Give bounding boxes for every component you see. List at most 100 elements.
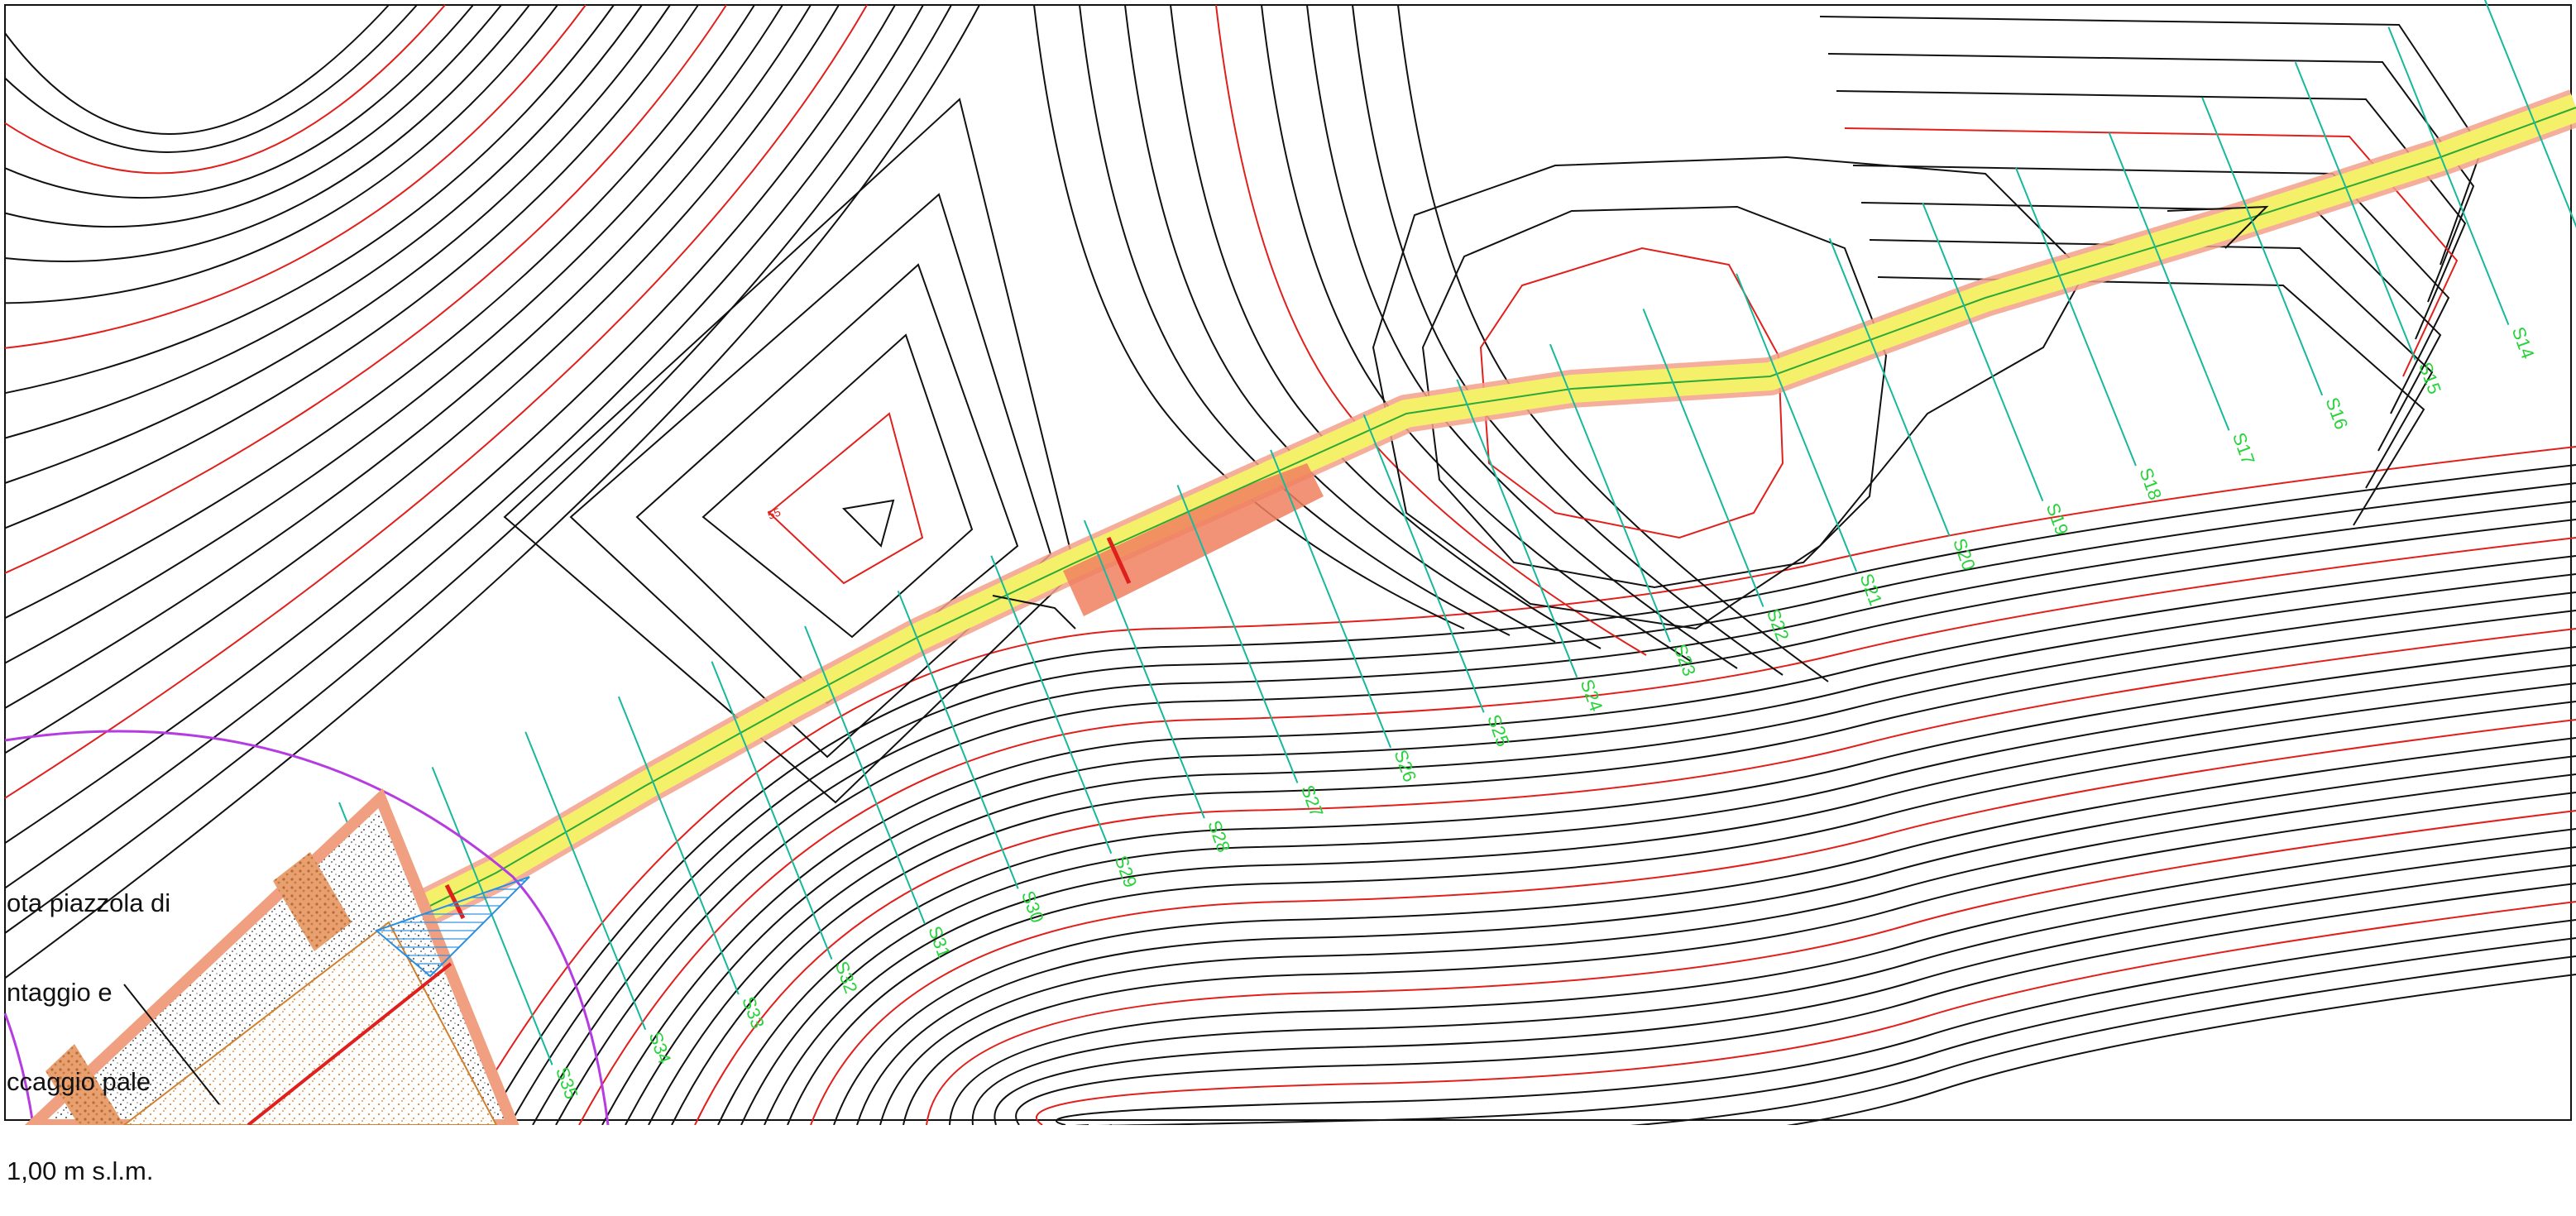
summit-label: 55 <box>766 505 783 521</box>
contour-line <box>949 828 2576 1125</box>
contour-line <box>648 591 2576 1125</box>
contour-line <box>4 4 783 664</box>
contour-line <box>1261 4 1693 663</box>
contour-line <box>4 4 390 135</box>
contour-line <box>4 4 980 979</box>
section-label: S20 <box>1949 535 1980 572</box>
contour-line <box>578 537 2576 1125</box>
contour-line <box>833 737 2576 1125</box>
section-line <box>1083 519 1205 819</box>
contour-line <box>4 4 643 439</box>
contour-line <box>1170 4 1602 649</box>
section-line <box>1736 273 1858 572</box>
section-line <box>1270 449 1392 749</box>
contour-line <box>1108 955 2576 1125</box>
contour-line <box>4 4 840 754</box>
contour-line <box>1352 4 1784 676</box>
contour-line <box>1132 974 2576 1125</box>
contour-line <box>1860 202 2442 452</box>
contour-line <box>926 810 2576 1125</box>
note-line-2: ntaggio e <box>7 978 113 1007</box>
section-label: S27 <box>1297 783 1328 820</box>
contour-line <box>856 755 2576 1125</box>
note-line-3: ccaggio pale <box>7 1067 151 1096</box>
section-line <box>2294 61 2416 361</box>
section-label: S34 <box>645 1029 676 1066</box>
section-label: S26 <box>1390 747 1420 784</box>
section-label: S14 <box>2508 324 2539 361</box>
section-line <box>431 767 553 1065</box>
section-label: S21 <box>1855 571 1886 608</box>
section-label: S35 <box>552 1065 582 1102</box>
contour-line <box>879 773 2576 1125</box>
section-label: S16 <box>2321 395 2352 432</box>
contour-line <box>971 846 2576 1125</box>
contour-line <box>717 646 2576 1125</box>
contour-line <box>4 4 755 620</box>
section-line <box>1642 309 1764 607</box>
section-line <box>2201 97 2324 396</box>
contour-line <box>1869 239 2434 489</box>
crane-pad-note: ota piazzola di ntaggio e ccaggio pale 1… <box>7 829 170 1216</box>
section-line <box>1362 414 1485 713</box>
section-label: S29 <box>1111 853 1142 890</box>
section-line <box>2015 167 2137 467</box>
contour-line <box>810 719 2576 1125</box>
section-line <box>2483 0 2576 228</box>
section-line <box>1828 237 1951 537</box>
section-line <box>1549 343 1671 643</box>
contour-line <box>671 610 2576 1125</box>
contour-line <box>4 4 896 845</box>
road-axis <box>371 107 2576 936</box>
contour-line <box>532 500 2576 1125</box>
cross-section-lines: S36S35S34S33S32S31S30S29S28S27S26S25S24S… <box>338 0 2576 1125</box>
radius-arc <box>4 730 610 1125</box>
section-line <box>524 731 647 1031</box>
contour-line <box>4 4 868 799</box>
note-line-4: 1,00 m s.l.m. <box>7 1156 154 1185</box>
contour-line <box>4 4 671 484</box>
section-line <box>711 661 833 960</box>
section-label: S30 <box>1017 888 1048 926</box>
section-label: S22 <box>1763 606 1793 644</box>
crane-pad <box>3 730 610 1125</box>
contour-line <box>694 628 2576 1125</box>
contour-line <box>4 4 699 529</box>
site-plan-drawing: S36S35S34S33S32S31S30S29S28S27S26S25S24S… <box>3 0 2576 1125</box>
contour-line <box>1036 901 2576 1125</box>
section-label: S17 <box>2229 430 2259 467</box>
section-label: S24 <box>1577 677 1607 714</box>
contour-line <box>1124 4 1556 643</box>
contour-line <box>994 864 2576 1125</box>
contour-line <box>4 4 812 709</box>
note-leader <box>123 984 220 1105</box>
contour-line <box>1852 165 2450 414</box>
contour-line <box>1015 883 2576 1125</box>
section-line <box>1176 485 1299 783</box>
contour-line <box>4 4 418 153</box>
contour-line <box>462 446 2576 1125</box>
contour-line <box>764 682 2576 1125</box>
section-label: S18 <box>2135 465 2166 502</box>
contour-line <box>903 792 2576 1125</box>
contour-line <box>4 4 615 395</box>
contour-line <box>1033 4 1465 630</box>
section-line <box>990 555 1113 855</box>
contour-line <box>1844 127 2459 377</box>
right-hill-contours <box>1372 156 2086 630</box>
contour-line <box>601 555 2576 1125</box>
contour-line <box>1075 937 2576 1125</box>
contour-line <box>4 4 727 574</box>
contour-line <box>787 701 2576 1125</box>
contour-line <box>740 664 2576 1125</box>
contour-line <box>555 519 2576 1125</box>
contour-line <box>4 4 587 349</box>
section-label: S15 <box>2415 359 2445 396</box>
section-line <box>617 696 740 995</box>
access-road <box>363 89 2576 952</box>
contour-line <box>4 4 474 199</box>
section-label: S23 <box>1669 641 1700 678</box>
contour-line <box>509 482 2576 1125</box>
contour-line <box>1056 919 2576 1125</box>
section-line <box>897 590 1019 889</box>
